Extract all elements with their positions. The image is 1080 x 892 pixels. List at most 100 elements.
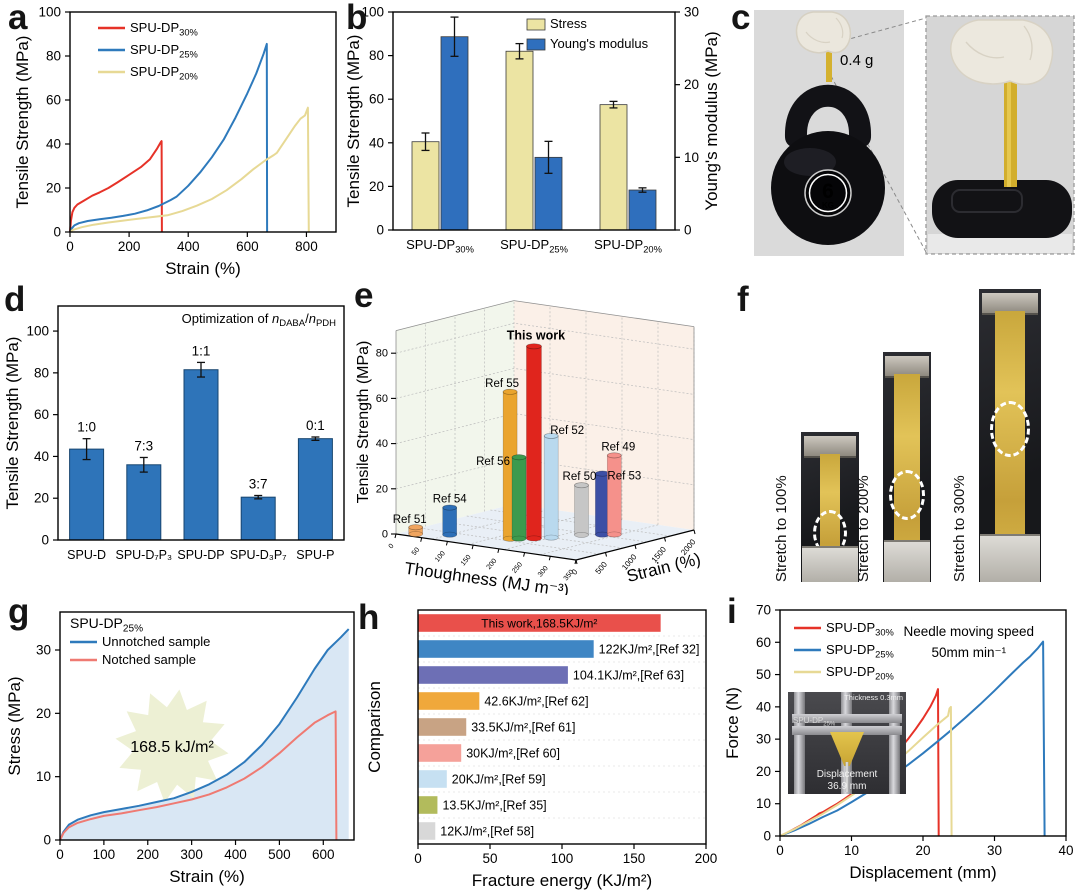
- svg-text:20: 20: [46, 181, 61, 196]
- zoom-photo-floor: [928, 234, 1072, 253]
- svg-text:30: 30: [36, 643, 51, 658]
- svg-text:800: 800: [295, 239, 318, 254]
- svg-text:30: 30: [684, 5, 699, 20]
- svg-text:0: 0: [388, 543, 396, 551]
- panel-letter-g: g: [8, 592, 30, 631]
- svg-text:Stress (MPa): Stress (MPa): [5, 676, 24, 775]
- top-clamp: [885, 356, 929, 376]
- svg-text:SPU-D₇P₃: SPU-D₇P₃: [115, 548, 172, 562]
- stretch-label-100: Stretch to 100%: [773, 475, 790, 582]
- svg-text:33.5KJ/m²,[Ref 61]: 33.5KJ/m²,[Ref 61]: [471, 721, 575, 735]
- svg-text:0: 0: [382, 529, 388, 541]
- puncture-apparatus-photo: Thickness 0.3mm SPU-DP25% Displacement 3…: [788, 692, 906, 794]
- notch-highlight-ellipse: [889, 470, 925, 520]
- needle: [845, 762, 849, 792]
- panel-c-kettlebell-photo: 6 KG 0.4 g: [728, 2, 1080, 270]
- svg-text:SPU-DP20%: SPU-DP20%: [594, 237, 662, 255]
- svg-text:0:1: 0:1: [306, 418, 325, 433]
- svg-text:60: 60: [369, 92, 384, 107]
- inset-thickness-label: Thickness 0.3mm: [844, 693, 903, 702]
- svg-text:10: 10: [844, 843, 859, 858]
- svg-text:Force (N): Force (N): [723, 687, 742, 759]
- svg-text:Tensile Strength (MPa): Tensile Strength (MPa): [355, 341, 372, 504]
- svg-text:This work: This work: [507, 328, 565, 342]
- inset-displacement-label: Displacement: [816, 768, 878, 780]
- handle-closeup: [932, 180, 1072, 238]
- weight-badge: [804, 169, 852, 217]
- svg-text:80: 80: [46, 49, 61, 64]
- svg-text:400: 400: [177, 239, 200, 254]
- svg-text:0: 0: [570, 567, 580, 577]
- svg-text:150: 150: [460, 554, 473, 568]
- svg-text:SPU-DP25%: SPU-DP25%: [500, 237, 568, 255]
- svg-text:168.5 kJ/m²: 168.5 kJ/m²: [130, 739, 214, 756]
- bottom-clamp: [883, 540, 931, 582]
- svg-text:Ref 56: Ref 56: [476, 456, 510, 468]
- svg-text:1:1: 1:1: [192, 343, 211, 358]
- svg-text:3:7: 3:7: [249, 476, 268, 491]
- panel-letter-e: e: [354, 276, 374, 315]
- svg-text:20: 20: [756, 764, 771, 779]
- kettlebell-weight-unit: KG: [822, 201, 834, 210]
- svg-text:Ref 51: Ref 51: [393, 514, 427, 526]
- glove-creases: [805, 17, 844, 44]
- panel-d-ratio-optimization: 1:0 SPU-D 7:3 SPU-D₇P₃ 1:1 SPU-DP 3:7 SPU-D₃P₇ 0…: [2, 288, 354, 592]
- svg-text:40: 40: [46, 137, 61, 152]
- svg-text:Ref 49: Ref 49: [601, 441, 635, 453]
- svg-text:20: 20: [369, 179, 384, 194]
- stretch-photo-200: [883, 352, 931, 582]
- svg-text:80: 80: [369, 48, 384, 63]
- svg-text:SPU-D₃P₇: SPU-D₃P₇: [230, 548, 287, 562]
- svg-text:50: 50: [756, 667, 771, 682]
- svg-text:Strain (%): Strain (%): [169, 867, 245, 886]
- svg-text:200: 200: [695, 851, 718, 866]
- svg-text:SPU-D: SPU-D: [67, 548, 106, 562]
- svg-text:20: 20: [376, 483, 388, 495]
- svg-text:0: 0: [43, 833, 51, 848]
- svg-text:0: 0: [776, 843, 784, 858]
- svg-text:300: 300: [180, 847, 203, 862]
- svg-text:0: 0: [53, 225, 61, 240]
- svg-text:60: 60: [34, 407, 49, 422]
- svg-text:104.1KJ/m²,[Ref 63]: 104.1KJ/m²,[Ref 63]: [573, 669, 684, 683]
- panel-letter-d: d: [4, 280, 26, 319]
- svg-text:0: 0: [684, 223, 692, 238]
- svg-text:20: 20: [915, 843, 930, 858]
- strip-highlight: [1007, 72, 1011, 187]
- kettlebell-highlight: [784, 148, 836, 176]
- svg-text:40: 40: [369, 135, 384, 150]
- svg-text:SPU-DP20%: SPU-DP20%: [826, 664, 894, 682]
- svg-text:30: 30: [987, 843, 1002, 858]
- stretch-photo-100: [801, 432, 859, 582]
- svg-text:Displacement (mm): Displacement (mm): [849, 863, 996, 882]
- svg-text:50: 50: [482, 851, 497, 866]
- svg-text:20: 20: [34, 491, 49, 506]
- svg-text:60: 60: [376, 393, 388, 405]
- svg-text:0: 0: [56, 847, 64, 862]
- svg-text:20KJ/m²,[Ref 59]: 20KJ/m²,[Ref 59]: [452, 773, 546, 787]
- bottom-clamp: [802, 546, 858, 582]
- svg-text:100: 100: [26, 324, 49, 339]
- chart-i-force-displacement: 0 10 20 30 40 0 10 20 30 40 50 60 70 Displacement (mm…: [723, 603, 1074, 883]
- svg-text:40: 40: [1058, 843, 1073, 858]
- svg-text:Notched sample: Notched sample: [102, 652, 196, 667]
- stretch-label-200: Stretch to 200%: [855, 475, 872, 582]
- svg-text:100: 100: [434, 550, 447, 564]
- kettlebell-weight-number: 6: [822, 180, 834, 203]
- panel-i-puncture-test: 0 10 20 30 40 0 10 20 30 40 50 60 70 Displacement (mm…: [722, 596, 1080, 892]
- apparatus-rod: [889, 692, 900, 794]
- apparatus-rod: [794, 692, 805, 794]
- kettlebell-lift-illustration: 6 KG 0.4 g: [754, 10, 1075, 256]
- svg-text:30KJ/m²,[Ref 60]: 30KJ/m²,[Ref 60]: [466, 747, 560, 761]
- svg-text:600: 600: [236, 239, 259, 254]
- svg-text:SPU-DP30%: SPU-DP30%: [826, 620, 894, 638]
- clamp-plate: [792, 714, 902, 723]
- handle-detail: [951, 189, 1023, 213]
- svg-text:600: 600: [312, 847, 335, 862]
- svg-text:100: 100: [38, 5, 61, 20]
- svg-text:100: 100: [93, 847, 116, 862]
- svg-text:Needle moving speed: Needle moving speed: [903, 624, 1034, 639]
- svg-text:Ref 50: Ref 50: [563, 471, 597, 483]
- svg-text:Optimization of nDABA/nPDH: Optimization of nDABA/nPDH: [182, 311, 336, 329]
